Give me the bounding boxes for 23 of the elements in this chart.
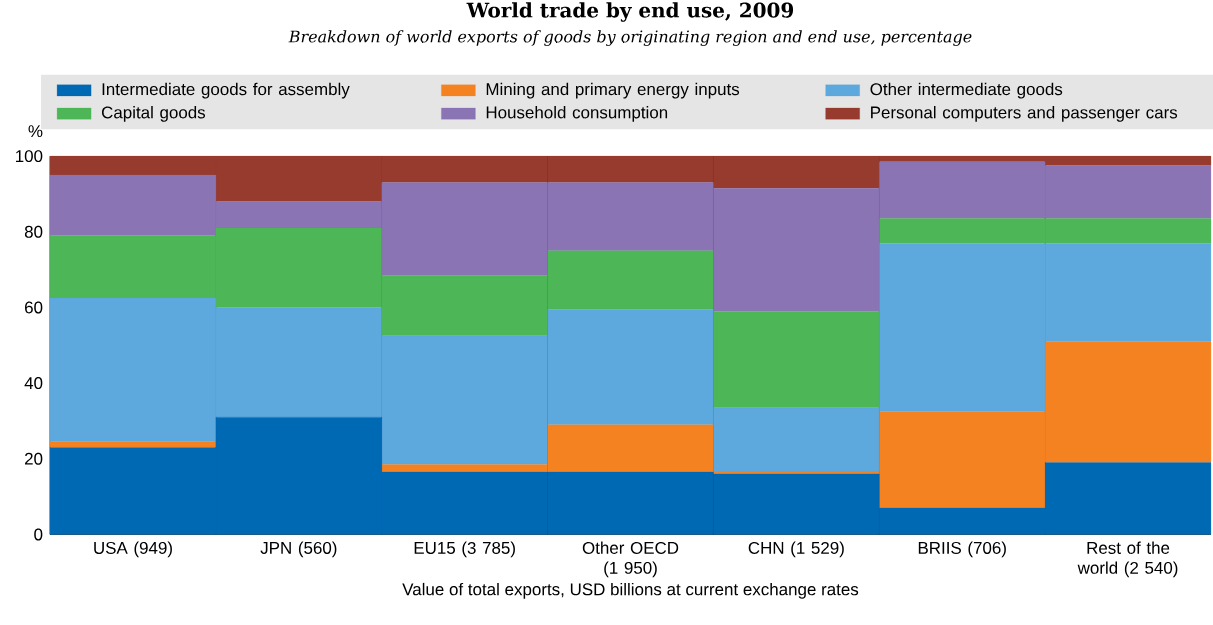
x-tick-label: Other OECD (1 950): [582, 541, 679, 578]
legend-label: Household consumption: [486, 106, 668, 123]
legend-label: Capital goods: [101, 106, 206, 123]
legend-label: Mining and primary energy inputs: [486, 82, 740, 99]
legend-label: Intermediate goods for assembly: [102, 82, 350, 99]
y-tick-label: 20: [25, 453, 43, 466]
legend-label: Personal computers and passenger cars: [871, 106, 1178, 123]
legend-label: Other intermediate goods: [870, 82, 1063, 99]
y-tick-label: 60: [25, 301, 43, 314]
y-tick-label: 100: [16, 150, 43, 163]
x-tick-label: BRIIS (706): [918, 541, 1006, 558]
chart-subtitle: Breakdown of world exports of goods by originating region and end use, percentage: [288, 30, 972, 47]
x-tick-label: EU15 (3 785): [414, 541, 515, 558]
y-axis-title: %: [28, 125, 43, 138]
y-tick-label: 40: [24, 377, 43, 390]
x-axis-title: Value of total exports, USD billions at current exchange rates: [402, 583, 859, 599]
x-tick-label: CHN (1 529): [748, 541, 844, 558]
y-tick-label: 0: [34, 528, 43, 541]
x-tick-label: JPN (560): [260, 541, 337, 558]
y-tick-label: 80: [24, 226, 43, 239]
x-tick-label: USA (949): [94, 541, 172, 558]
x-tick-label: Rest of the world (2 540): [1077, 541, 1178, 578]
chart-title: World trade by end use, 2009: [466, 2, 794, 23]
